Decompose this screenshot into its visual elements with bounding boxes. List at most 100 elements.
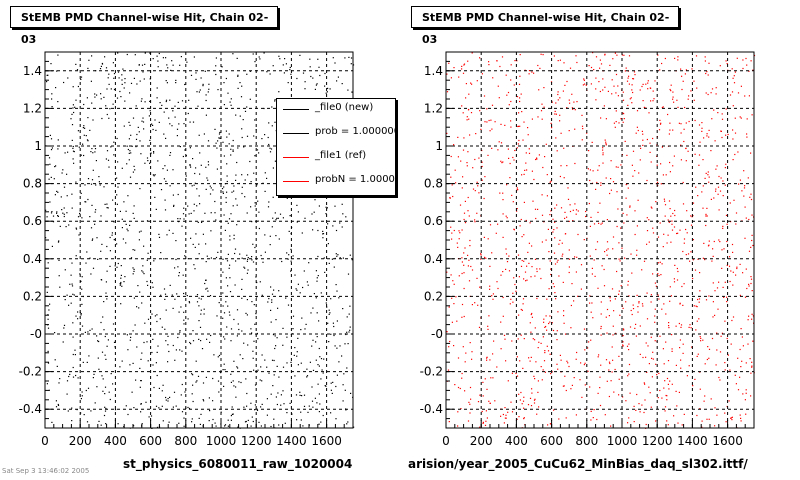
right-marker bbox=[449, 197, 451, 199]
left-marker bbox=[94, 151, 96, 153]
right-marker bbox=[479, 426, 481, 428]
right-marker bbox=[626, 80, 629, 82]
right-marker bbox=[551, 101, 553, 103]
left-marker bbox=[349, 326, 351, 328]
right-marker bbox=[563, 315, 565, 317]
right-marker bbox=[614, 52, 616, 54]
left-marker bbox=[237, 75, 239, 77]
left-marker bbox=[132, 249, 134, 251]
left-marker bbox=[198, 253, 200, 255]
left-marker bbox=[346, 367, 348, 369]
left-marker bbox=[96, 335, 98, 337]
left-marker bbox=[273, 289, 275, 291]
left-marker bbox=[199, 326, 202, 328]
left-marker bbox=[246, 106, 248, 108]
right-marker bbox=[634, 170, 636, 172]
right-marker bbox=[688, 365, 690, 367]
left-marker bbox=[204, 282, 206, 285]
right-marker bbox=[521, 403, 523, 405]
left-marker bbox=[227, 92, 229, 94]
left-marker bbox=[287, 258, 289, 260]
right-marker bbox=[642, 139, 644, 141]
right-marker bbox=[745, 57, 747, 60]
right-marker bbox=[590, 339, 592, 341]
left-marker bbox=[88, 59, 90, 61]
right-marker bbox=[726, 223, 728, 225]
right-marker bbox=[665, 174, 667, 176]
left-marker bbox=[278, 290, 280, 292]
right-marker bbox=[480, 258, 482, 260]
right-marker bbox=[650, 301, 652, 303]
right-marker bbox=[552, 218, 554, 220]
right-marker bbox=[564, 217, 566, 219]
right-marker bbox=[666, 399, 668, 401]
right-marker bbox=[583, 78, 585, 80]
right-marker bbox=[618, 355, 620, 357]
left-marker bbox=[196, 188, 198, 190]
right-marker bbox=[680, 359, 682, 361]
right-marker bbox=[741, 190, 743, 192]
left-marker bbox=[95, 160, 97, 162]
right-marker bbox=[714, 425, 716, 427]
left-marker bbox=[196, 301, 199, 303]
right-marker bbox=[683, 140, 685, 143]
right-marker bbox=[597, 211, 599, 213]
left-marker bbox=[194, 172, 196, 175]
right-marker bbox=[647, 82, 649, 84]
right-marker bbox=[714, 407, 716, 409]
left-marker bbox=[148, 416, 150, 418]
right-marker bbox=[627, 187, 629, 189]
left-marker bbox=[163, 178, 165, 180]
left-marker bbox=[63, 207, 65, 209]
right-marker bbox=[741, 336, 743, 338]
left-marker bbox=[126, 334, 128, 336]
left-marker bbox=[259, 58, 261, 60]
right-marker bbox=[736, 266, 738, 268]
right-marker bbox=[747, 343, 749, 345]
right-marker bbox=[698, 298, 701, 300]
left-marker bbox=[175, 258, 177, 261]
left-marker bbox=[141, 120, 143, 122]
right-marker bbox=[705, 213, 707, 215]
right-marker bbox=[523, 121, 525, 123]
left-marker bbox=[172, 344, 174, 347]
left-marker bbox=[181, 411, 184, 413]
right-marker bbox=[654, 340, 656, 342]
right-marker bbox=[568, 271, 570, 274]
left-marker bbox=[335, 229, 338, 232]
left-marker bbox=[109, 236, 111, 239]
right-marker bbox=[641, 85, 643, 88]
right-marker bbox=[600, 63, 603, 65]
legend-label: probN = 1.000000 bbox=[315, 174, 395, 185]
right-marker bbox=[446, 271, 448, 273]
right-marker bbox=[706, 215, 708, 217]
right-marker bbox=[553, 409, 555, 411]
left-marker bbox=[81, 325, 84, 327]
right-marker bbox=[545, 239, 547, 241]
right-marker bbox=[748, 218, 750, 221]
left-marker bbox=[47, 350, 49, 352]
left-marker bbox=[268, 201, 270, 203]
left-marker bbox=[282, 344, 284, 346]
right-marker bbox=[642, 100, 644, 102]
left-marker bbox=[47, 74, 49, 76]
right-marker bbox=[555, 113, 557, 115]
left-marker bbox=[141, 98, 143, 100]
right-marker bbox=[600, 117, 602, 119]
left-marker bbox=[74, 349, 76, 351]
left-marker bbox=[46, 383, 48, 385]
right-marker bbox=[487, 325, 489, 327]
left-marker bbox=[135, 105, 137, 107]
right-marker bbox=[710, 92, 712, 94]
right-marker bbox=[638, 403, 640, 405]
right-marker bbox=[710, 198, 712, 200]
right-marker bbox=[505, 268, 507, 270]
left-marker bbox=[224, 425, 226, 427]
left-marker bbox=[345, 409, 347, 411]
right-marker bbox=[745, 413, 747, 415]
left-marker bbox=[317, 58, 319, 60]
left-marker bbox=[138, 64, 140, 66]
right-marker bbox=[652, 273, 654, 275]
left-marker bbox=[72, 293, 74, 295]
right-marker bbox=[693, 99, 695, 101]
